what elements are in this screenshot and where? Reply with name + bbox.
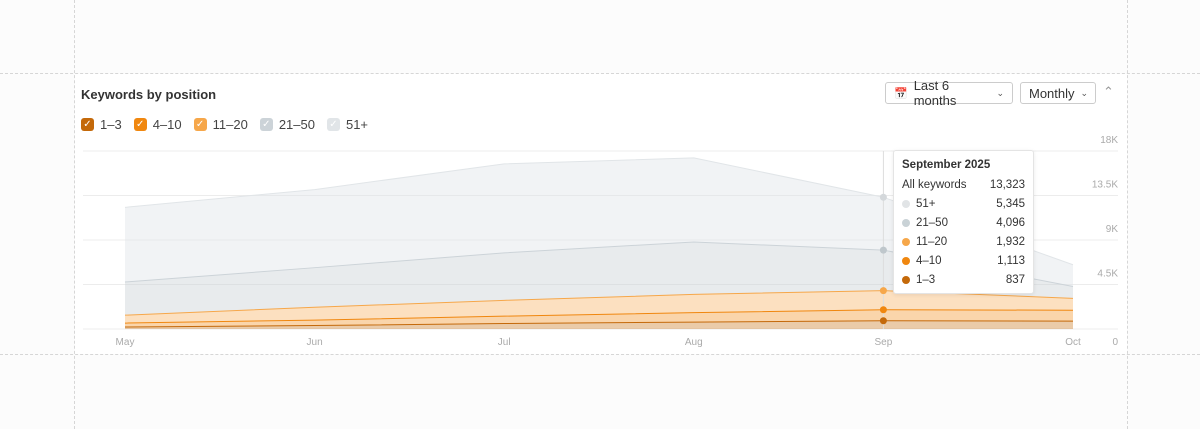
tooltip-row-value: 4,096 [996,216,1025,229]
legend-item[interactable]: ✓ 1–3 [81,117,122,132]
guide-line [74,0,75,429]
tooltip-row: 1–3 837 [902,270,1025,289]
legend-label: 51+ [345,117,369,132]
series-dot-icon [902,218,910,227]
tooltip-row-label: 21–50 [916,216,948,229]
checkbox-icon[interactable]: ✓ [81,118,94,131]
tooltip-row: 51+ 5,345 [902,194,1025,213]
area-1–3 [125,320,1073,329]
legend-item[interactable]: ✓ 21–50 [259,117,315,132]
series-line-4–10 [124,309,1074,324]
card-title: Keywords by position [81,87,217,102]
series-dot-icon [902,275,910,284]
tooltip-row: 21–50 4,096 [902,213,1025,232]
date-range-dropdown[interactable]: 📅 Last 6 months ⌄ [885,78,1013,108]
tooltip-row: 4–10 1,113 [902,251,1025,270]
checkbox-icon[interactable]: ✓ [133,118,147,131]
series-dot-icon [902,256,910,265]
x-tick-label: May [116,337,135,348]
tooltip-row-label: 11–20 [916,235,948,248]
tooltip-row-value: 1,932 [996,235,1025,248]
legend-label: 11–20 [212,117,248,132]
tooltip-row-label: 1–3 [916,273,936,286]
x-tick-label: Sep [875,337,893,348]
date-range-label: Last 6 months [913,78,957,108]
y-tick-label: 13.5K [1092,180,1118,191]
y-tick-label: 4.5K [1097,269,1118,280]
x-tick-label: Jul [498,337,511,348]
tooltip-row-label: 4–10 [916,254,942,267]
y-tick-label: 0 [1112,337,1118,348]
chevron-down-icon: ⌄ [1080,87,1089,98]
tooltip-row-value: 837 [1005,273,1025,286]
tooltip-row-label: 51+ [916,197,936,210]
point-11–20 [879,287,887,295]
interval-dropdown[interactable]: Monthly ⌄ [1020,82,1096,104]
legend-item[interactable]: ✓ 11–20 [193,117,248,132]
guide-line [0,354,1200,355]
checkbox-icon[interactable]: ✓ [193,118,207,131]
x-tick-label: Aug [685,337,703,348]
area-21–50 [125,241,1073,316]
tooltip-row-value: 5,345 [996,197,1025,210]
legend-item[interactable]: ✓ 4–10 [133,117,182,132]
point-21–50 [879,246,887,254]
point-4–10 [879,306,887,314]
legend-label: 21–50 [278,117,315,132]
chevron-up-icon[interactable]: ⌃ [1103,84,1114,99]
chart-tooltip: September 2025 All keywords 13,323 51+ 5,3… [893,150,1034,294]
checkbox-icon[interactable]: ✓ [259,118,273,131]
tooltip-title: September 2025 [902,159,991,171]
checkbox-icon[interactable]: ✓ [326,118,340,131]
series-dot-icon [902,199,910,208]
chevron-down-icon: ⌄ [996,87,1004,98]
legend: ✓ 1–3 ✓ 4–10 ✓ 11–20 ✓ 21–50 ✓ 51+ [81,117,368,132]
tooltip-row-value: 1,113 [997,254,1025,267]
area-11–20 [125,290,1073,324]
legend-label: 1–3 [100,117,122,132]
tooltip-total-label: All keywords [902,178,967,191]
interval-label: Monthly [1029,85,1075,101]
area-51+ [125,157,1073,287]
point-51+ [879,193,887,201]
area-4–10 [125,309,1073,328]
y-tick-label: 18K [1100,135,1118,146]
tooltip-total-value: 13,323 [989,178,1025,191]
calendar-icon: 📅 [894,87,908,100]
tooltip-row: 11–20 1,932 [902,232,1025,251]
y-tick-label: 9K [1106,224,1119,235]
series-line-1–3 [124,320,1074,328]
point-1–3 [879,317,887,325]
guide-line [0,73,1200,74]
series-dot-icon [902,237,910,246]
guide-line [1127,0,1128,429]
x-tick-label: Jun [307,337,323,348]
legend-label: 4–10 [152,117,182,132]
x-tick-label: Oct [1065,337,1081,348]
legend-item[interactable]: ✓ 51+ [326,117,369,132]
